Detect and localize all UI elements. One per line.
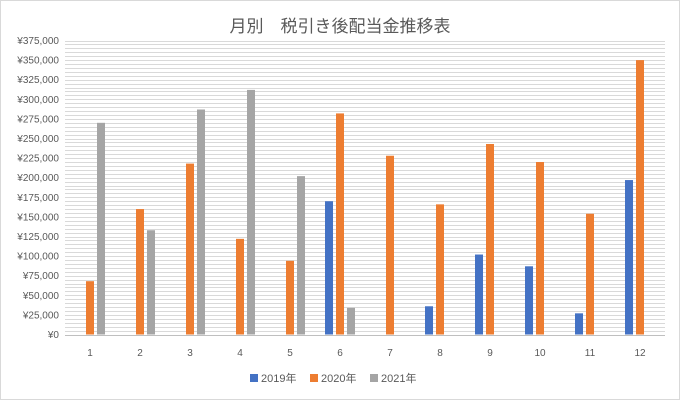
bar-2020年-2 xyxy=(136,209,144,335)
y-tick-label: ¥275,000 xyxy=(16,114,59,125)
x-tick-label: 1 xyxy=(87,348,93,359)
bar-2021年-3 xyxy=(197,109,205,335)
bar-2021年-2 xyxy=(147,230,155,335)
x-tick-label: 9 xyxy=(487,348,493,359)
x-tick-label: 4 xyxy=(237,348,243,359)
y-tick-label: ¥175,000 xyxy=(16,193,59,204)
x-axis-tick-labels: 1 2 3 4 5 6 7 8 9 10 11 12 xyxy=(87,348,646,359)
x-tick-label: 8 xyxy=(437,348,443,359)
x-tick-label: 10 xyxy=(534,348,546,359)
x-tick-label: 5 xyxy=(287,348,293,359)
y-tick-label: ¥50,000 xyxy=(22,291,60,302)
bar-2021年-1 xyxy=(97,122,105,335)
y-tick-label: ¥125,000 xyxy=(16,232,59,243)
bar-2020年-12 xyxy=(636,60,644,335)
y-tick-label: ¥325,000 xyxy=(16,75,59,86)
legend-swatch xyxy=(370,374,378,382)
x-tick-label: 6 xyxy=(337,348,343,359)
y-tick-label: ¥225,000 xyxy=(16,154,59,165)
bar-2020年-11 xyxy=(586,213,594,335)
x-tick-label: 12 xyxy=(634,348,646,359)
bar-2019年-10 xyxy=(525,266,533,335)
legend: 2019年 2020年 2021年 xyxy=(250,371,416,385)
bar-2020年-4 xyxy=(236,238,244,335)
bar-2020年-6 xyxy=(336,113,344,335)
y-tick-label: ¥0 xyxy=(47,330,60,341)
bar-2020年-10 xyxy=(536,162,544,335)
bar-2020年-7 xyxy=(386,155,394,335)
bar-2021年-6 xyxy=(347,307,355,335)
y-tick-label: ¥250,000 xyxy=(16,134,59,145)
bar-2020年-9 xyxy=(486,143,494,335)
y-tick-label: ¥350,000 xyxy=(16,56,59,67)
y-tick-label: ¥25,000 xyxy=(22,310,60,321)
bar-2020年-8 xyxy=(436,204,444,335)
y-tick-label: ¥375,000 xyxy=(16,36,59,47)
x-tick-label: 7 xyxy=(387,348,393,359)
gridlines xyxy=(65,41,665,336)
bar-2019年-12 xyxy=(625,180,633,335)
x-tick-label: 3 xyxy=(187,348,193,359)
bar-2021年-5 xyxy=(297,176,305,335)
y-tick-label: ¥300,000 xyxy=(16,95,59,106)
bar-2020年-1 xyxy=(86,281,94,335)
legend-label: 2020年 xyxy=(321,371,356,385)
legend-label: 2019年 xyxy=(261,371,296,385)
bars xyxy=(86,60,644,335)
x-tick-label: 2 xyxy=(137,348,143,359)
y-tick-label: ¥150,000 xyxy=(16,212,59,223)
bar-2019年-6 xyxy=(325,201,333,335)
x-tick-label: 11 xyxy=(585,348,596,359)
legend-swatch xyxy=(250,374,258,382)
y-tick-label: ¥200,000 xyxy=(16,173,59,184)
y-axis-tick-labels: ¥0 ¥25,000 ¥50,000 ¥75,000 ¥100,000 ¥125,000 ¥… xyxy=(16,36,59,341)
legend-swatch xyxy=(310,374,318,382)
bar-2019年-11 xyxy=(575,313,583,335)
bar-2019年-8 xyxy=(425,306,433,335)
bar-2021年-4 xyxy=(247,89,255,335)
bar-2019年-9 xyxy=(475,254,483,335)
y-tick-label: ¥100,000 xyxy=(16,252,59,263)
bar-2020年-5 xyxy=(286,260,294,335)
y-tick-label: ¥75,000 xyxy=(22,271,60,282)
bar-2020年-3 xyxy=(186,163,194,335)
chart-title: 月別 税引き後配当金推移表 xyxy=(230,17,451,37)
legend-label: 2021年 xyxy=(381,371,416,385)
